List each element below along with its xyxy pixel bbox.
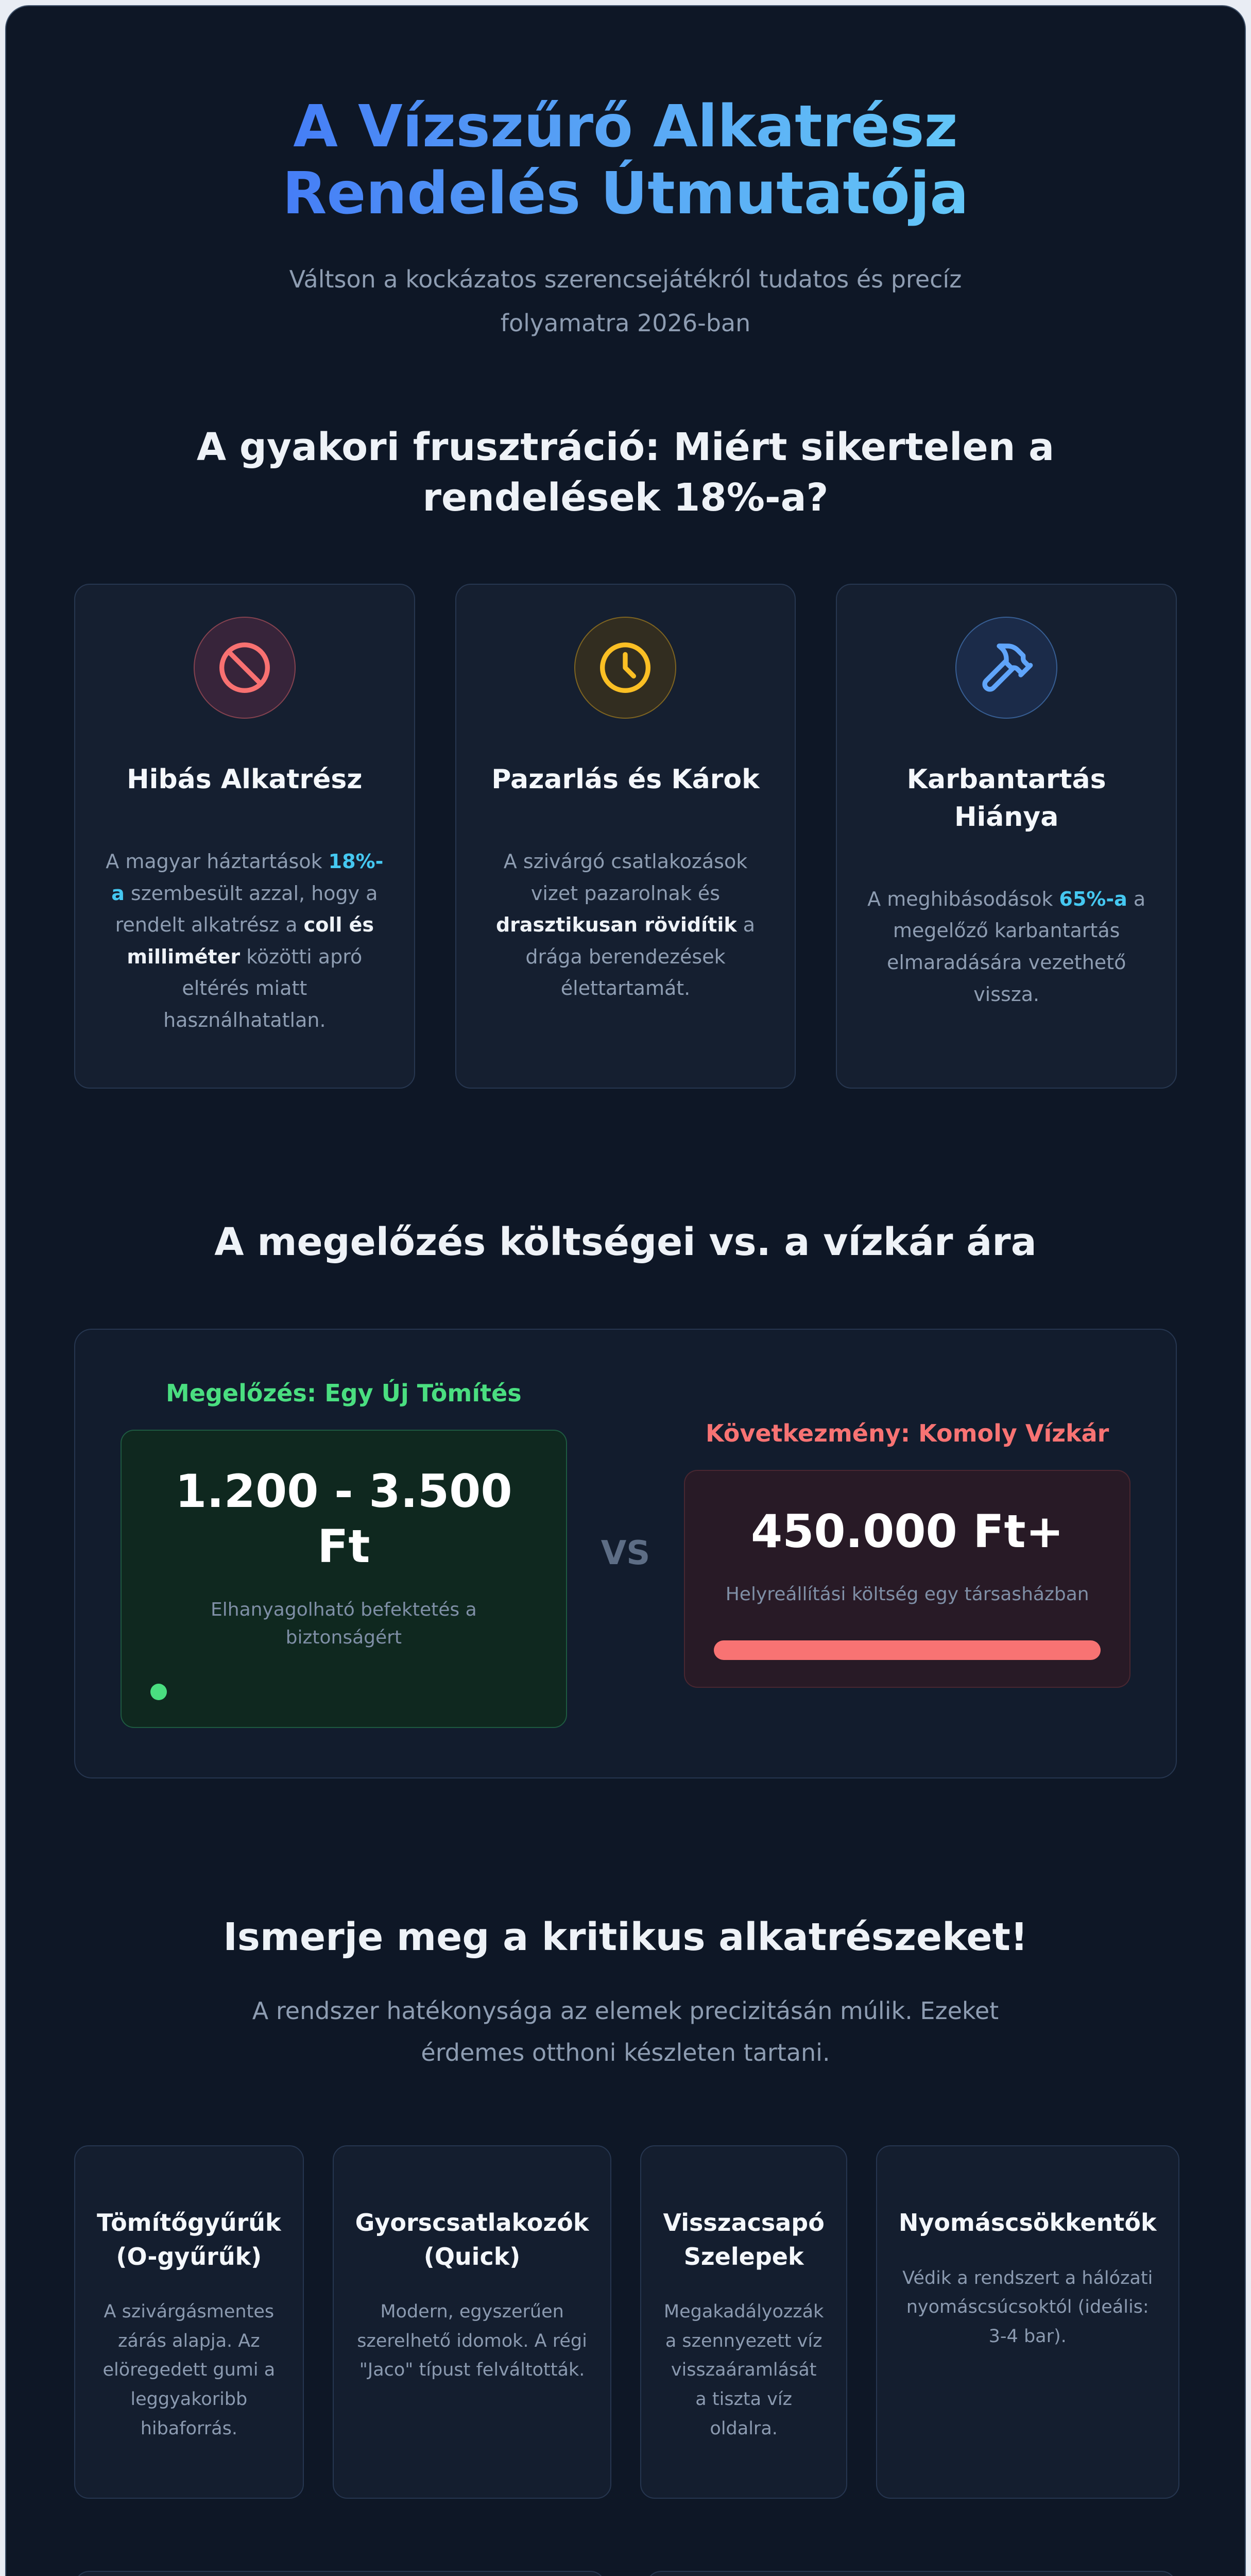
clock-icon: [574, 617, 677, 719]
text-part: A magyar háztartások: [106, 850, 329, 873]
card-title: Karbantartás Hiánya: [906, 764, 1106, 833]
text-part: a drága berendezések élettartamát.: [525, 913, 756, 1000]
header: A Vízszűrő Alkatrész Rendelés Útmutatója…: [74, 93, 1177, 345]
highlight-white: coll és milliméter: [127, 913, 374, 968]
card-text: A szivárgó csatlakozások vizet pazarolna…: [484, 846, 767, 1005]
parts-subheading: A rendszer hatékonysága az elemek preciz…: [252, 1997, 999, 2066]
part-text: A szivárgásmentes zárás alapja. Az elöre…: [102, 2301, 276, 2439]
prevention-value: 1.200 - 3.500 Ft: [175, 1465, 512, 1573]
part-title: Tömítőgyűrűk (O-gyűrűk): [97, 2209, 281, 2270]
advice-card-identification: A Pontos Beazonosítás Rendelés előtt min…: [645, 2570, 1177, 2576]
cost-heading: A megelőzés költségei vs. a vízkár ára: [214, 1220, 1037, 1265]
text-part: közötti apró eltérés miatt használhatatl…: [163, 945, 363, 1031]
consequence-box: 450.000 Ft+ Helyreállítási költség egy t…: [684, 1469, 1130, 1688]
hammer-icon: [955, 617, 1058, 719]
section-frustration: A gyakori frusztráció: Miért sikertelen …: [74, 422, 1177, 1089]
parts-card-grid: Tömítőgyűrűk (O-gyűrűk) A szivárgásmente…: [74, 2145, 1179, 2499]
highlight-cyan: 18%-a: [111, 850, 384, 905]
part-text: Megakadályozzák a szennyezett víz vissza…: [663, 2301, 824, 2439]
text-part: A meghibásodások: [867, 887, 1059, 910]
part-card-orings: Tömítőgyűrűk (O-gyűrűk) A szivárgásmente…: [74, 2145, 304, 2499]
prevention-box: 1.200 - 3.500 Ft Elhanyagolható befektet…: [121, 1430, 567, 1728]
part-text: Védik a rendszert a hálózati nyomáscsúcs…: [902, 2267, 1153, 2347]
prevention-column: Megelőzés: Egy Új Tömítés 1.200 - 3.500 …: [121, 1379, 567, 1728]
advice-card-oem-vs-universal: Gyári 3M™ vs. Univerzális A gyári 3M™ Aq…: [74, 2570, 606, 2576]
part-card-pressure-reducers: Nyomáscsökkentők Védik a rendszert a hál…: [876, 2145, 1179, 2499]
consequence-column: Következmény: Komoly Vízkár 450.000 Ft+ …: [684, 1419, 1130, 1688]
prevention-caption: Elhanyagolható befektetés a biztonságért: [211, 1599, 477, 1648]
text-part: szembesült azzal, hogy a rendelt alkatré…: [115, 882, 378, 937]
text-part: A szivárgó csatlakozások vizet pazarolna…: [503, 850, 748, 905]
card-title: Hibás Alkatrész: [127, 764, 363, 795]
prevention-label: Megelőzés: Egy Új Tömítés: [166, 1379, 522, 1408]
card-faulty-part: Hibás Alkatrész A magyar háztartások 18%…: [74, 584, 415, 1089]
part-card-check-valves: Visszacsapó Szelepek Megakadályozzák a s…: [640, 2145, 847, 2499]
part-title: Gyorscsatlakozók (Quick): [355, 2209, 589, 2270]
highlight-white: drasztikusan rövidítik: [495, 913, 737, 937]
consequence-cost-bar: [714, 1640, 1101, 1660]
card-missing-maintenance: Karbantartás Hiánya A meghibásodások 65%…: [836, 584, 1177, 1089]
part-text: Modern, egyszerűen szerelhető idomok. A …: [357, 2301, 587, 2381]
part-card-quick-connectors: Gyorscsatlakozók (Quick) Modern, egyszer…: [332, 2145, 612, 2499]
prevention-cost-dot: [150, 1683, 167, 1700]
frustration-heading: A gyakori frusztráció: Miért sikertelen …: [196, 425, 1055, 520]
page-subtitle: Váltson a kockázatos szerencsejátékról t…: [289, 265, 962, 337]
comparison-panel: Megelőzés: Egy Új Tömítés 1.200 - 3.500 …: [74, 1329, 1177, 1778]
consequence-caption: Helyreállítási költség egy társasházban: [725, 1584, 1089, 1605]
part-title: Nyomáscsökkentők: [898, 2209, 1157, 2237]
page-title: A Vízszűrő Alkatrész Rendelés Útmutatója: [162, 93, 1089, 228]
parts-heading: Ismerje meg a kritikus alkatrészeket!: [223, 1914, 1028, 1959]
part-title: Visszacsapó Szelepek: [663, 2209, 825, 2270]
infographic-container: https://www.primaviz.hu A Vízszűrő Alkat…: [5, 5, 1246, 2576]
card-text: A magyar háztartások 18%-a szembesült az…: [103, 846, 386, 1036]
frustration-card-grid: Hibás Alkatrész A magyar háztartások 18%…: [74, 584, 1177, 1089]
advice-card-grid: Gyári 3M™ vs. Univerzális A gyári 3M™ Aq…: [74, 2570, 1177, 2576]
text-part: a megelőző karbantartás elmaradására vez…: [886, 887, 1146, 1006]
card-text: A meghibásodások 65%-a a megelőző karban…: [865, 884, 1148, 1010]
highlight-cyan: 65%-a: [1059, 887, 1127, 910]
consequence-label: Következmény: Komoly Vízkár: [705, 1419, 1109, 1447]
vs-label: VS: [601, 1534, 650, 1573]
ban-icon: [193, 617, 296, 719]
card-waste-damage: Pazarlás és Károk A szivárgó csatlakozás…: [455, 584, 796, 1089]
card-title: Pazarlás és Károk: [491, 764, 760, 795]
section-cost-comparison: A megelőzés költségei vs. a vízkár ára M…: [74, 1217, 1177, 1778]
consequence-value: 450.000 Ft+: [750, 1504, 1064, 1558]
section-parts: Ismerje meg a kritikus alkatrészeket! A …: [74, 1912, 1179, 2576]
